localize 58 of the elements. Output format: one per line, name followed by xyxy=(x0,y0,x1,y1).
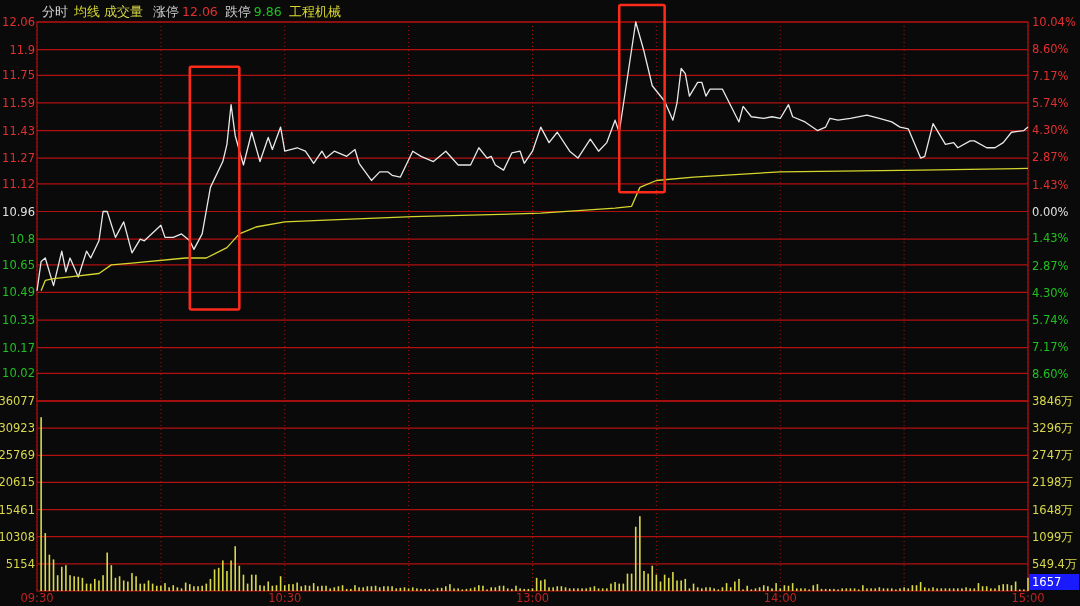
y2-tick-label: 0.00% xyxy=(1032,204,1069,219)
y-tick-label: 11.43 xyxy=(2,123,35,138)
text: 涨停 xyxy=(153,4,179,19)
text: 均线 xyxy=(73,4,100,19)
y2-tick-label: 7.17% xyxy=(1032,69,1069,84)
y2-tick-label: 4.30% xyxy=(1032,285,1069,300)
x-tick-label: 14:00 xyxy=(763,591,797,605)
y-tick-label: 20615 xyxy=(0,475,35,490)
chart-title: 分时 xyxy=(42,4,68,19)
y2-tick-label: 2747万 xyxy=(1032,448,1074,463)
y-tick-label: 25769 xyxy=(0,448,35,463)
y2-tick-label: 1648万 xyxy=(1032,502,1074,517)
text: 12.06 xyxy=(182,4,218,19)
line-series xyxy=(40,167,1029,292)
y-tick-label: 10.65 xyxy=(2,257,35,272)
y-tick-label: 11.9 xyxy=(9,42,35,57)
y2-tick-label: 3296万 xyxy=(1032,421,1074,436)
y-tick-label: 30923 xyxy=(0,421,35,436)
y-tick-label: 5154 xyxy=(5,556,35,571)
text: 1657 xyxy=(1032,575,1062,589)
y-tick-label: 10.8 xyxy=(9,232,35,247)
y2-tick-label: 8.60% xyxy=(1032,42,1069,57)
y2-tick-label: 5.74% xyxy=(1032,312,1069,327)
y-tick-label: 10.33 xyxy=(2,313,35,328)
y2-tick-label: 1.43% xyxy=(1032,177,1069,192)
text: 工程机械 xyxy=(288,4,341,19)
y-tick-label: 11.27 xyxy=(2,151,35,166)
y2-tick-label: 3846万 xyxy=(1032,394,1074,408)
y2-tick-label: 5.74% xyxy=(1032,96,1069,111)
y-tick-label: 10.17 xyxy=(2,340,35,355)
x-tick-label: 10:30 xyxy=(268,591,302,605)
y2-tick-label: 2.87% xyxy=(1032,150,1069,165)
text: 跌停 xyxy=(224,4,251,19)
x-tick-label: 09:30 xyxy=(20,591,54,605)
y-tick-label: 12.06 xyxy=(2,15,35,29)
y-tick-label: 11.75 xyxy=(2,68,35,83)
y2-tick-label: 7.17% xyxy=(1032,339,1069,354)
y2-tick-label: 1.43% xyxy=(1032,231,1069,246)
line-series xyxy=(36,21,1029,292)
y-tick-label: 10.49 xyxy=(2,285,35,300)
y2-tick-label: 2198万 xyxy=(1032,475,1074,490)
y2-tick-label: 10.04% xyxy=(1032,15,1076,29)
y2-tick-label: 2.87% xyxy=(1032,258,1069,273)
y-tick-label: 10.02 xyxy=(2,366,35,381)
y-tick-label: 15461 xyxy=(0,502,35,517)
y2-tick-label: 8.60% xyxy=(1032,366,1069,381)
text: 成交量 xyxy=(104,4,143,19)
y2-tick-label: 1099万 xyxy=(1032,529,1074,544)
x-tick-label: 15:00 xyxy=(1011,591,1045,605)
y2-tick-label: 549.4万 xyxy=(1032,556,1077,571)
text: 9.86 xyxy=(253,4,282,19)
y2-tick-label: 4.30% xyxy=(1032,123,1069,138)
x-tick-label: 13:00 xyxy=(515,591,550,605)
y-tick-label: 10308 xyxy=(0,529,35,544)
y-tick-label: 11.59 xyxy=(2,95,35,110)
y-tick-label: 36077 xyxy=(0,394,35,408)
y-tick-label: 10.96 xyxy=(2,204,35,219)
y-tick-label: 11.12 xyxy=(2,176,35,191)
